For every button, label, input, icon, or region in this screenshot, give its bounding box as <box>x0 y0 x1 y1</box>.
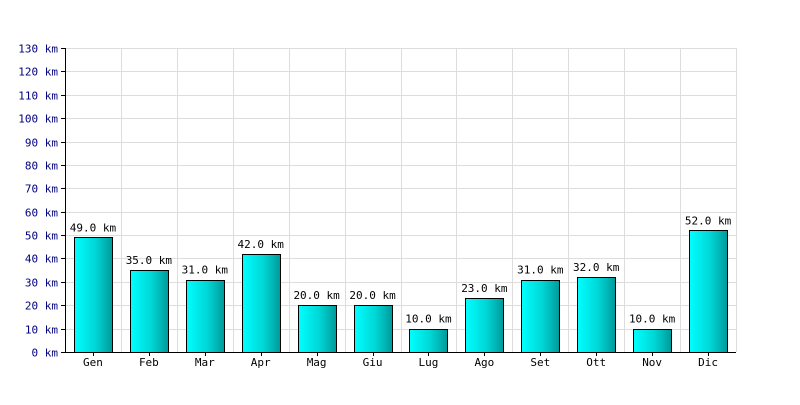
data-label-mag: 20.0 km <box>293 289 340 302</box>
bar-lug <box>409 329 448 353</box>
data-label-feb: 35.0 km <box>126 254 173 267</box>
y-tick-label: 130 km <box>18 43 58 56</box>
y-tick-label: 20 km <box>25 300 58 313</box>
y-tick-label: 10 km <box>25 324 58 337</box>
x-tick-label-gen: Gen <box>83 356 103 369</box>
x-tick-label-set: Set <box>530 356 550 369</box>
bar-giu <box>354 305 393 353</box>
bar-ago <box>465 298 504 353</box>
x-tick-label-dic: Dic <box>698 356 718 369</box>
y-tick-label: 80 km <box>25 160 58 173</box>
data-label-dic: 52.0 km <box>685 214 732 227</box>
y-tick-label: 0 km <box>32 347 59 360</box>
x-tick-label-nov: Nov <box>642 356 662 369</box>
data-label-ago: 23.0 km <box>461 282 508 295</box>
y-tick-label: 110 km <box>18 90 58 103</box>
bar-mag <box>298 305 337 353</box>
x-tick-label-ago: Ago <box>474 356 494 369</box>
y-tick-label: 30 km <box>25 277 58 290</box>
y-tick-label: 90 km <box>25 137 58 150</box>
y-tick-label: 50 km <box>25 230 58 243</box>
data-label-ott: 32.0 km <box>573 261 620 274</box>
y-tick-label: 40 km <box>25 253 58 266</box>
y-tick-label: 60 km <box>25 207 58 220</box>
data-label-nov: 10.0 km <box>629 313 676 326</box>
bar-mar <box>186 280 225 353</box>
data-label-lug: 10.0 km <box>405 313 452 326</box>
bar-gen <box>74 237 113 353</box>
x-tick-label-apr: Apr <box>251 356 271 369</box>
labels: 0 km 10 km 20 km 30 km 40 km 50 km 60 km 70 km 8… <box>18 43 731 370</box>
data-label-giu: 20.0 km <box>349 289 396 302</box>
bar-nov <box>633 329 672 353</box>
axes <box>61 48 736 356</box>
data-label-apr: 42.0 km <box>238 238 285 251</box>
y-tick-label: 100 km <box>18 113 58 126</box>
x-tick-label-giu: Giu <box>363 356 383 369</box>
x-tick-label-mar: Mar <box>195 356 215 369</box>
data-label-mar: 31.0 km <box>182 264 229 277</box>
data-label-gen: 49.0 km <box>70 221 117 234</box>
bar-dic <box>689 230 728 353</box>
bar-ott <box>577 277 616 353</box>
bars <box>74 230 728 353</box>
bar-feb <box>130 270 169 353</box>
x-tick-label-ott: Ott <box>586 356 606 369</box>
y-tick-label: 70 km <box>25 183 58 196</box>
x-tick-label-feb: Feb <box>139 356 159 369</box>
bar-apr <box>242 254 281 353</box>
x-tick-label-mag: Mag <box>307 356 327 369</box>
grid <box>65 48 737 353</box>
bar-set <box>521 280 560 353</box>
data-label-set: 31.0 km <box>517 264 564 277</box>
y-tick-label: 120 km <box>18 66 58 79</box>
x-tick-label-lug: Lug <box>419 356 439 369</box>
